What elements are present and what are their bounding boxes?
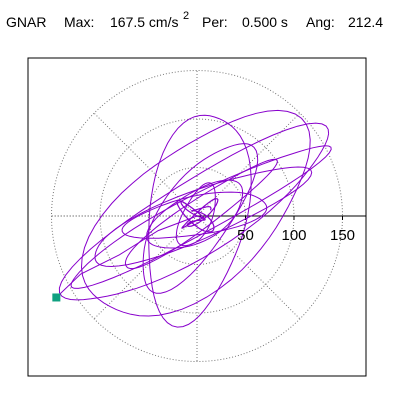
trace-loop-5 — [121, 191, 268, 239]
trace-loop-4 — [142, 143, 259, 294]
period-label: Per: — [202, 14, 228, 30]
grid-spoke-135 — [93, 112, 198, 217]
max-label: Max: — [64, 14, 95, 30]
r-tick-label-50: 50 — [237, 227, 254, 244]
angle-value: 212.4 — [348, 14, 384, 30]
trace-loop-2 — [80, 109, 311, 317]
angle-label: Ang: — [306, 14, 335, 30]
grid-spoke-225 — [93, 215, 198, 320]
grid-spoke-315 — [196, 215, 301, 320]
positive-x-axis — [197, 215, 366, 220]
start-marker — [52, 293, 61, 302]
station-code: GNAR — [6, 14, 47, 30]
trace-tail — [55, 215, 198, 298]
max-value: 167.5 cm/s — [110, 14, 179, 30]
r-tick-label-150: 150 — [330, 227, 355, 244]
trace-loop-9 — [124, 158, 278, 270]
radial-tick-labels: 50 100 150 — [237, 227, 355, 244]
trace-loop-7 — [146, 179, 244, 249]
chart-header: GNAR Max: 167.5 cm/s 2 Per: 0.500 s Ang:… — [0, 10, 400, 38]
start-marker-group — [52, 293, 61, 302]
motion-trace — [55, 109, 332, 328]
r-tick-label-100: 100 — [281, 227, 306, 244]
period-value: 0.500 s — [242, 14, 288, 30]
max-unit-exponent: 2 — [183, 10, 190, 22]
trace-core-cluster — [176, 198, 219, 233]
